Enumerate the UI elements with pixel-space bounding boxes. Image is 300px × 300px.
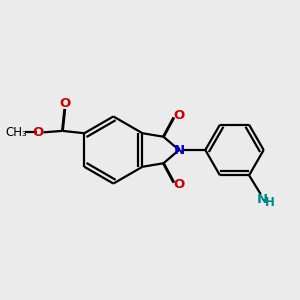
Text: O: O <box>59 97 70 110</box>
Text: O: O <box>32 126 43 139</box>
Text: N: N <box>173 143 184 157</box>
Text: H: H <box>265 196 275 209</box>
Text: CH₃: CH₃ <box>5 126 27 139</box>
Text: N: N <box>256 193 268 206</box>
Text: O: O <box>173 110 185 122</box>
Text: O: O <box>173 178 185 190</box>
